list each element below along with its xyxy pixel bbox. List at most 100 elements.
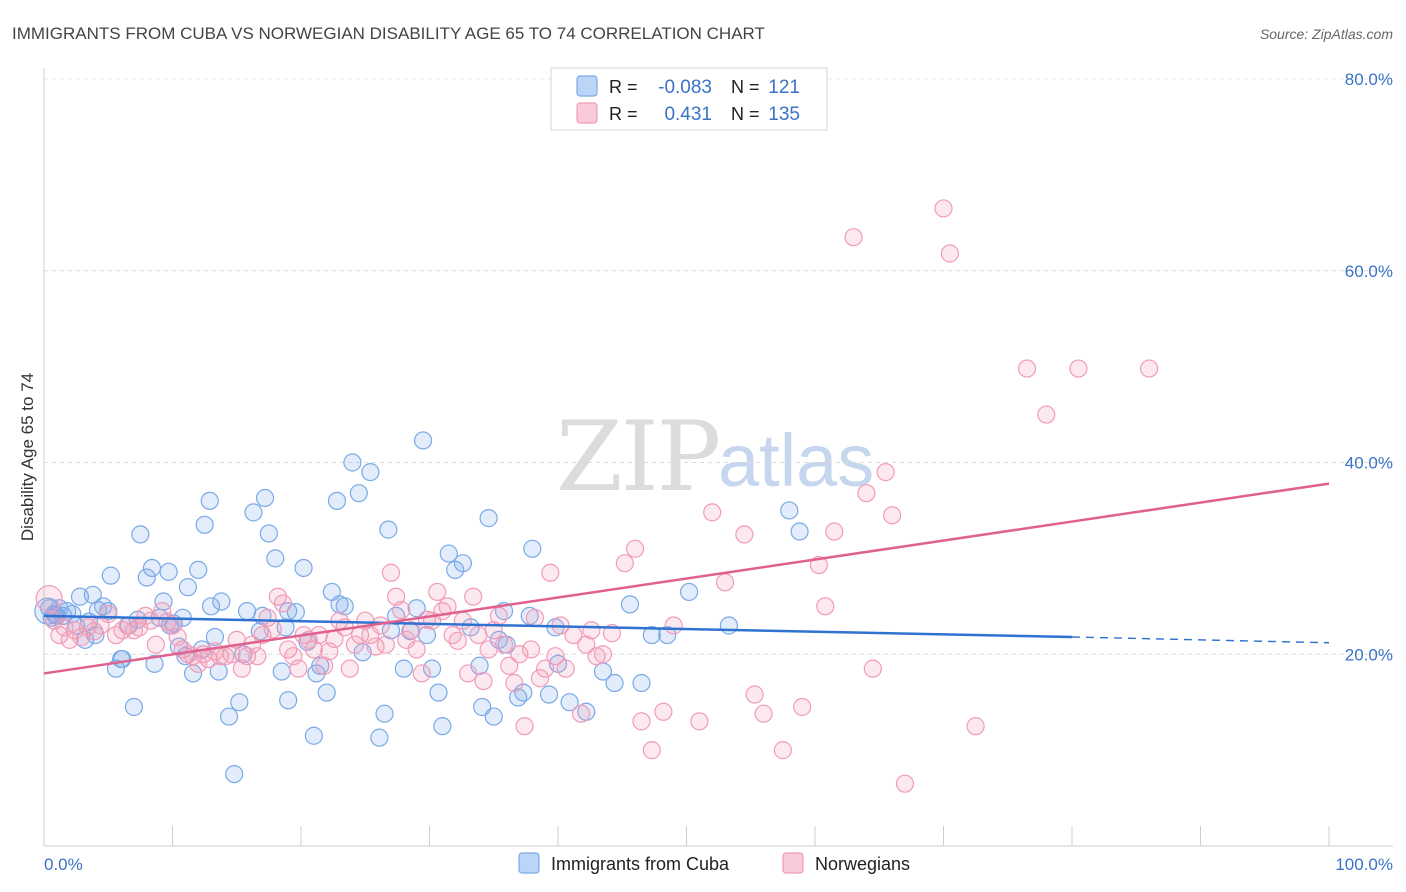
y-tick-label-20: 20.0% — [1345, 645, 1393, 664]
norwegians-point — [428, 582, 447, 602]
cuba-point — [620, 595, 640, 614]
stats-legend-n-value-cuba: 121 — [768, 77, 800, 98]
norwegians-point — [258, 608, 277, 627]
cuba-point — [375, 704, 394, 723]
cuba-point — [137, 568, 156, 587]
watermark: ZIP atlas — [556, 401, 874, 513]
norwegians-point — [189, 654, 208, 673]
cuba-point — [461, 618, 480, 637]
cuba-point — [230, 693, 249, 712]
cuba-point — [642, 625, 661, 645]
cuba-point — [361, 462, 380, 482]
cuba-point — [523, 539, 542, 558]
cuba-point — [142, 558, 162, 578]
cuba-point — [101, 566, 120, 585]
norwegians-point — [664, 616, 683, 635]
norwegians-point — [124, 621, 144, 640]
y-axis-tick-labels: 20.0% 40.0% 60.0% 80.0% — [1345, 70, 1393, 664]
series-legend-label-norwegians: Norwegians — [815, 854, 910, 874]
norwegians-point — [541, 563, 560, 582]
cuba-point — [255, 488, 275, 508]
y-axis-label: Disability Age 65 to 74 — [18, 373, 37, 541]
cuba-point — [195, 515, 214, 534]
stats-legend-swatch-cuba — [576, 75, 598, 97]
norwegians-point — [1069, 359, 1088, 378]
cuba-point — [780, 501, 799, 520]
norwegians-point — [825, 522, 844, 541]
norwegians-point — [863, 659, 882, 678]
cuba-point — [394, 659, 413, 678]
cuba-point — [790, 522, 809, 541]
stats-legend-swatch-norwegians — [576, 102, 598, 124]
stats-legend-r-label-cuba: R = — [609, 77, 638, 97]
norwegians-point — [407, 640, 426, 659]
norwegians-point — [443, 625, 462, 645]
cuba-point — [484, 707, 503, 726]
y-tick-label-60: 60.0% — [1345, 262, 1393, 281]
y-tick-label-40: 40.0% — [1345, 454, 1393, 473]
stats-legend-n-label-cuba: N = — [731, 77, 760, 97]
series-legend-swatch-norwegians — [782, 852, 804, 874]
norwegians-point — [402, 621, 421, 640]
norwegians-point — [816, 597, 835, 616]
norwegians-point — [536, 659, 555, 678]
norwegians-point — [99, 604, 118, 624]
norwegians-point — [345, 635, 365, 654]
cuba-point — [422, 659, 442, 678]
chart-title: IMMIGRANTS FROM CUBA VS NORWEGIAN DISABI… — [12, 24, 765, 43]
norwegians-point — [464, 587, 483, 606]
norwegians-point — [934, 199, 953, 218]
norwegians-point — [381, 563, 401, 582]
norwegians-point — [703, 503, 722, 522]
stats-legend-n-label-norwegians: N = — [731, 104, 760, 124]
norwegians-point — [754, 704, 773, 723]
watermark-atlas: atlas — [718, 419, 874, 502]
x-axis-ticks — [43, 826, 1330, 846]
cuba-point — [237, 602, 257, 621]
norwegians-point — [505, 673, 524, 693]
cuba-point — [304, 726, 323, 745]
cuba-point — [145, 654, 164, 673]
norwegians-point — [309, 625, 329, 645]
norwegians-point — [448, 631, 467, 650]
cuba-point — [479, 509, 498, 528]
stats-legend-r-value-cuba: -0.083 — [658, 77, 712, 98]
norwegians-point — [632, 712, 651, 731]
series-0-points — [34, 431, 809, 784]
cuba-point — [327, 491, 347, 510]
norwegians-point — [690, 712, 709, 731]
norwegians-point — [500, 656, 519, 675]
norwegians-point — [1139, 359, 1159, 378]
cuba-point — [209, 662, 228, 681]
cuba-point — [205, 627, 225, 647]
cuba-point — [433, 717, 452, 736]
norwegians-point — [642, 741, 661, 760]
cuba-point — [154, 592, 173, 611]
norwegians-point — [793, 697, 812, 717]
norwegians-point — [654, 702, 673, 721]
norwegians-point — [577, 635, 596, 654]
norwegians-point — [153, 602, 172, 621]
norwegians-point — [844, 228, 863, 247]
norwegians-point — [489, 606, 508, 626]
cuba-point — [719, 616, 739, 635]
norwegians-point — [773, 741, 792, 760]
gridlines — [44, 78, 1393, 655]
chart-source: Source: ZipAtlas.com — [1260, 26, 1393, 42]
cuba-point — [131, 525, 150, 544]
norwegians-point — [715, 573, 735, 592]
norwegians-point — [248, 647, 267, 666]
cuba-point — [370, 728, 389, 747]
norwegians-point — [615, 554, 634, 573]
cuba-point — [244, 503, 263, 522]
cuba-point — [453, 554, 473, 573]
norwegians-point — [857, 484, 876, 503]
norwegians-point — [572, 704, 591, 723]
norwegians-point — [546, 647, 565, 666]
cuba-point — [413, 431, 433, 450]
cuba-point — [679, 582, 699, 602]
norwegians-point — [304, 640, 323, 659]
cuba-point — [429, 683, 448, 702]
norwegians-point — [587, 647, 606, 666]
